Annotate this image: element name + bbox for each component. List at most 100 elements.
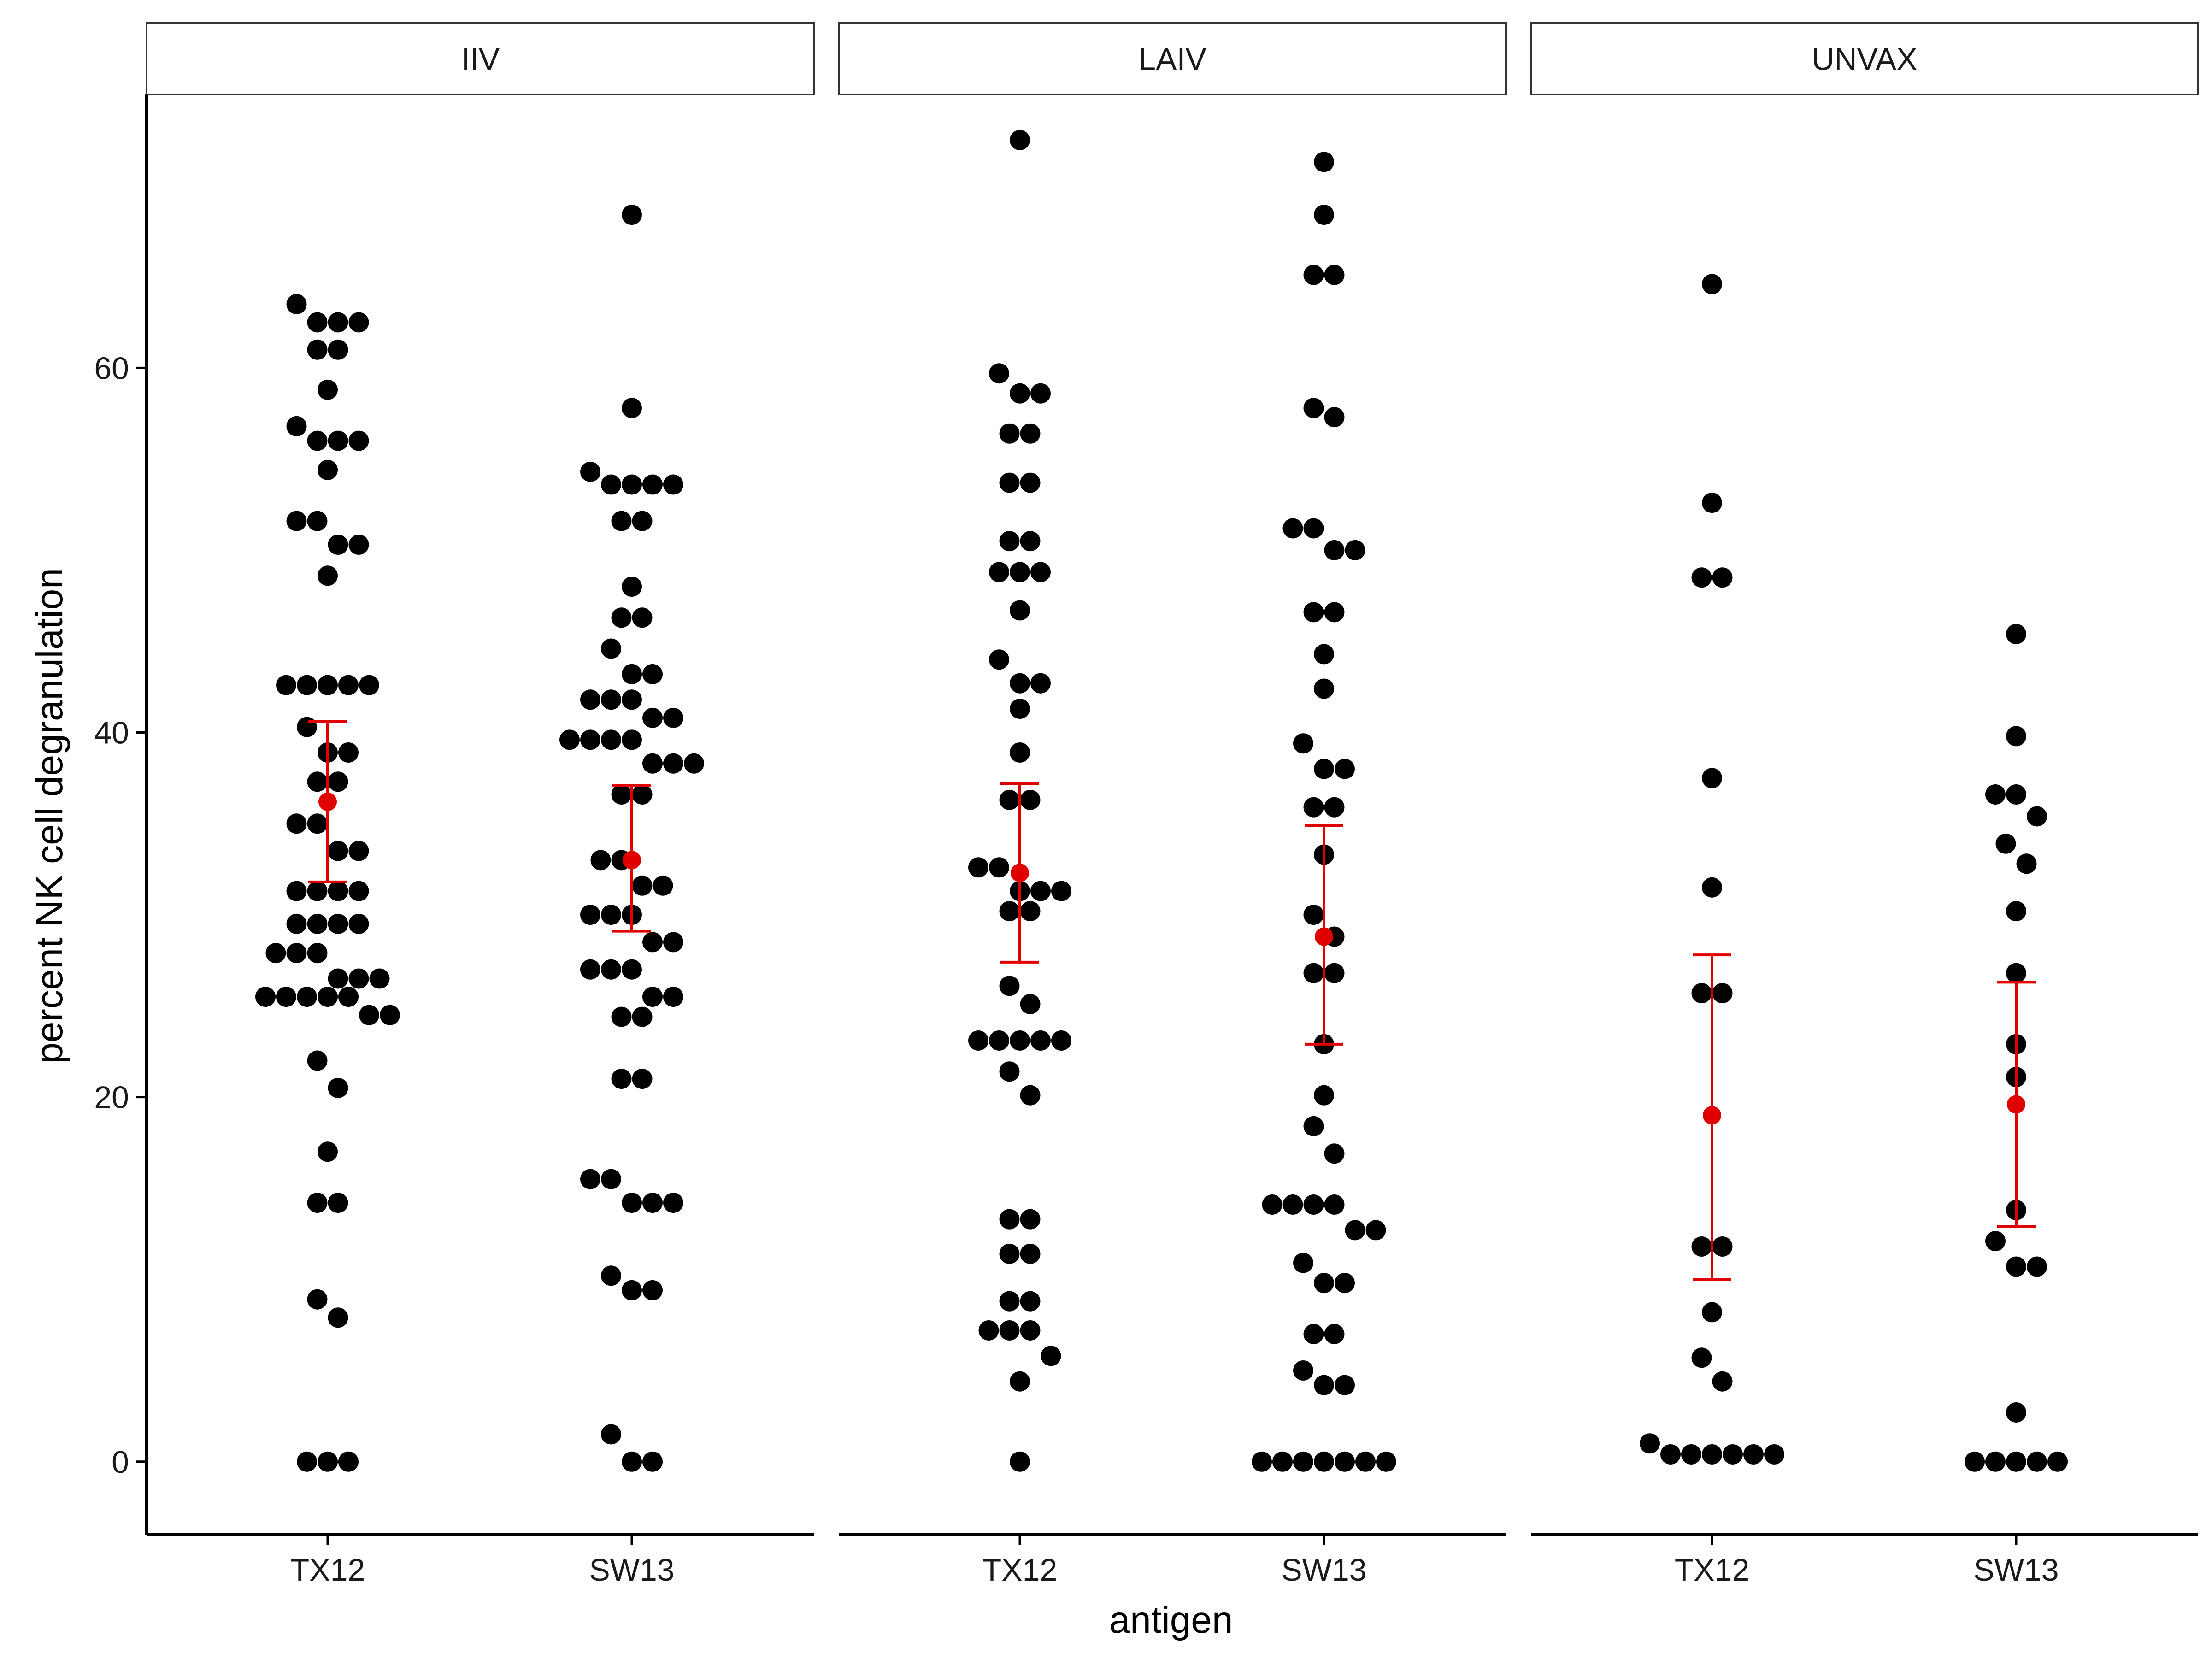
data-point <box>2006 1256 2026 1277</box>
data-point <box>968 1030 988 1051</box>
data-point <box>632 511 653 531</box>
data-point <box>1303 518 1324 539</box>
data-point <box>2016 853 2037 874</box>
mean-ci-summary <box>1000 782 1039 964</box>
x-tick-label: SW13 <box>589 1553 674 1588</box>
facet-panel-iiv: IIV TX12 SW13 <box>146 22 815 1588</box>
data-point <box>663 932 683 953</box>
data-point <box>1691 1236 1712 1257</box>
data-point <box>1010 383 1030 404</box>
data-point <box>1985 784 2006 805</box>
data-point <box>1030 383 1051 404</box>
data-point <box>1303 398 1324 418</box>
x-tick-label: SW13 <box>1973 1553 2059 1588</box>
data-point <box>1681 1444 1701 1465</box>
data-point <box>307 312 328 333</box>
data-point <box>989 1030 1009 1051</box>
data-point <box>1020 1085 1041 1106</box>
data-point <box>1314 152 1334 172</box>
data-point <box>297 987 317 1007</box>
data-point <box>328 1077 348 1098</box>
data-point <box>601 959 621 980</box>
data-point <box>1030 562 1051 582</box>
data-point <box>601 474 621 495</box>
data-point <box>1293 1451 1313 1472</box>
data-point <box>1303 1324 1324 1344</box>
data-point <box>1712 1371 1733 1392</box>
data-point <box>1303 963 1324 983</box>
data-point <box>1303 265 1324 285</box>
data-point <box>999 976 1020 996</box>
data-point <box>1020 472 1041 493</box>
data-point <box>1314 205 1334 225</box>
data-point <box>1010 129 1030 150</box>
data-point <box>2027 1256 2047 1277</box>
data-point <box>328 1307 348 1328</box>
data-points <box>968 129 1071 1472</box>
facet-panel-unvax: UNVAX TX12 SW13 <box>1530 22 2199 1588</box>
data-point <box>348 312 369 333</box>
data-point <box>580 1169 600 1189</box>
mean-ci-summary <box>1693 953 1731 1281</box>
data-point <box>684 753 704 774</box>
data-point <box>1303 905 1324 925</box>
y-tick-label: 60 <box>94 351 129 386</box>
data-point <box>307 511 328 531</box>
data-point <box>348 881 369 901</box>
data-point <box>318 565 338 586</box>
data-point <box>2006 726 2026 747</box>
data-point <box>328 1193 348 1213</box>
data-points <box>1252 152 1396 1472</box>
data-points <box>255 294 400 1472</box>
data-point <box>1030 673 1051 694</box>
data-point <box>642 932 663 953</box>
data-point <box>1272 1451 1293 1472</box>
data-point <box>2006 784 2026 805</box>
data-point <box>989 562 1009 582</box>
data-point <box>663 474 683 495</box>
data-point <box>1020 1291 1041 1312</box>
data-point <box>601 638 621 659</box>
data-point <box>1324 602 1345 623</box>
data-point <box>632 1069 653 1089</box>
data-point <box>580 959 600 980</box>
data-point <box>999 1243 1020 1264</box>
data-point <box>622 729 642 750</box>
data-point <box>632 607 653 628</box>
data-point <box>590 850 611 871</box>
data-point <box>307 1193 328 1213</box>
data-point <box>1314 759 1334 779</box>
data-point <box>276 675 296 695</box>
data-point <box>601 1265 621 1286</box>
data-point <box>580 461 600 482</box>
data-point <box>1324 540 1345 560</box>
data-point <box>338 742 359 763</box>
data-point <box>978 1320 999 1341</box>
data-point <box>601 1424 621 1445</box>
data-point <box>328 841 348 861</box>
x-tick-label: TX12 <box>982 1553 1058 1588</box>
data-point <box>286 943 307 964</box>
data-point <box>622 577 642 597</box>
data-point <box>2027 1451 2047 1472</box>
x-tick-label: SW13 <box>1281 1553 1366 1588</box>
data-point <box>318 987 338 1007</box>
mean-ci-summary <box>612 784 651 933</box>
data-point <box>265 943 286 964</box>
data-point <box>1303 1194 1324 1215</box>
data-point <box>307 339 328 360</box>
data-point <box>622 959 642 980</box>
data-point <box>328 535 348 555</box>
data-point <box>318 1141 338 1162</box>
data-point <box>307 813 328 834</box>
data-point <box>2006 1402 2026 1423</box>
data-point <box>307 1050 328 1071</box>
mean-point <box>1315 927 1333 946</box>
data-point <box>1252 1451 1272 1472</box>
data-point <box>1293 733 1313 754</box>
data-point <box>1985 1451 2006 1472</box>
data-point <box>580 905 600 925</box>
data-point <box>601 689 621 710</box>
data-point <box>2047 1451 2068 1472</box>
data-point <box>1314 1451 1334 1472</box>
